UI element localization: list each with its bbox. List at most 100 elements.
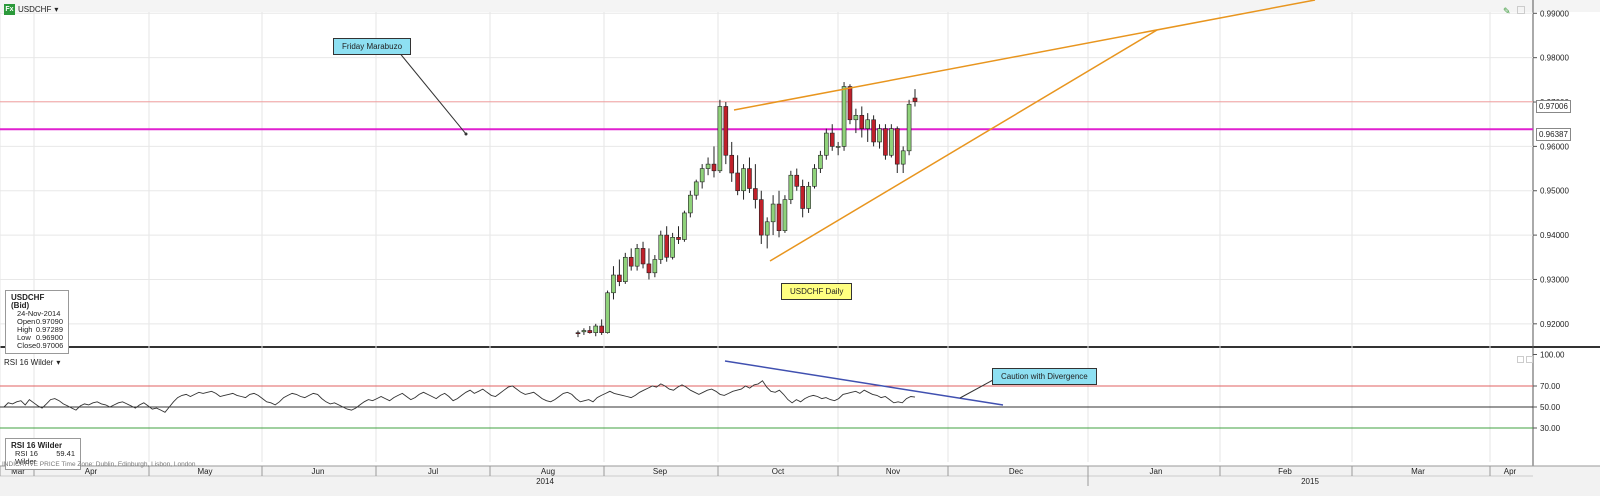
- candle-body: [664, 234, 669, 258]
- candle-body: [688, 194, 693, 214]
- candle-body: [883, 128, 888, 156]
- month-label: Apr: [85, 467, 98, 476]
- rsi-tick-label: 30.00: [1540, 424, 1561, 433]
- candle-body: [853, 115, 859, 121]
- info-date: 24-Nov-2014: [17, 309, 61, 318]
- annotation-caution[interactable]: Caution with Divergence: [992, 368, 1097, 385]
- candle-body: [877, 128, 882, 143]
- candle-body: [824, 132, 829, 156]
- candle-body: [676, 237, 681, 240]
- rsi-info-box: RSI 16 Wilder RSI 16 Wilder 59.41: [5, 438, 81, 470]
- month-label: Dec: [1009, 467, 1023, 476]
- rsi-box-title: RSI 16 Wilder: [11, 441, 63, 450]
- candle-body: [693, 181, 699, 196]
- candle-body: [593, 325, 599, 333]
- candle-body: [835, 146, 841, 148]
- price-tick-label: 0.98000: [1540, 54, 1569, 63]
- info-close-label: Close: [17, 341, 37, 350]
- candle-body: [900, 150, 906, 165]
- candle-body: [818, 154, 823, 169]
- window-control-icon[interactable]: [1526, 356, 1533, 363]
- header-bar: [0, 0, 1600, 12]
- candle-body: [723, 106, 729, 156]
- candle-body: [617, 274, 622, 282]
- candle-body: [794, 174, 800, 187]
- annotation-pointer: [397, 50, 467, 135]
- info-high-value: 0.97289: [35, 325, 63, 334]
- price-tick-label: 0.94000: [1540, 231, 1569, 240]
- chevron-down-icon[interactable]: ▾: [56, 358, 61, 367]
- month-label: Sep: [653, 467, 668, 476]
- candle-body: [741, 168, 746, 192]
- indicator-header[interactable]: RSI 16 Wilder ▾: [4, 358, 60, 367]
- rsi-box-value: 59.41: [56, 449, 75, 458]
- rsi-tick-label: 50.00: [1540, 403, 1561, 412]
- candle-body: [906, 103, 912, 152]
- month-label: Jul: [428, 467, 438, 476]
- candle-body: [628, 256, 634, 267]
- chevron-down-icon[interactable]: ▾: [54, 5, 59, 14]
- price-tick-label: 0.99000: [1540, 9, 1569, 18]
- candle-body: [859, 115, 865, 129]
- window-control-icon[interactable]: [1517, 356, 1524, 363]
- lower-trendline: [769, 29, 1158, 262]
- pencil-icon[interactable]: ✎: [1503, 6, 1511, 16]
- month-label: Mar: [1411, 467, 1425, 476]
- rsi-series-line: [3, 380, 916, 413]
- candle-body: [652, 259, 658, 274]
- candle-body: [894, 128, 900, 165]
- price-tick-label: 0.93000: [1540, 275, 1569, 284]
- price-tick-label: 0.96000: [1540, 142, 1569, 151]
- candle-body: [812, 168, 817, 187]
- month-label: Oct: [772, 467, 785, 476]
- rsi-tick-label: 70.00: [1540, 382, 1561, 391]
- month-label: Mar: [11, 467, 25, 476]
- annotation-friday-marabuzo[interactable]: Friday Marabuzo: [333, 38, 412, 55]
- caution-pointer: [959, 379, 994, 399]
- info-open-label: Open: [17, 317, 36, 326]
- candle-body: [575, 332, 581, 334]
- month-label: Jan: [1150, 467, 1163, 476]
- month-label: May: [197, 467, 212, 476]
- current-price-badge: 0.97006: [1536, 100, 1571, 113]
- fx-icon: Fx: [4, 4, 15, 15]
- candle-body: [634, 248, 640, 267]
- candle-body: [865, 119, 871, 129]
- candle-body: [747, 168, 752, 189]
- candle-body: [699, 168, 705, 183]
- candle-body: [605, 292, 610, 333]
- annotation-usdchf-daily[interactable]: USDCHF Daily: [781, 283, 853, 300]
- candle-body: [841, 86, 847, 147]
- footer-note: INDICATIVE PRICE Time Zone: Dublin, Edin…: [2, 461, 196, 468]
- candle-body: [581, 330, 587, 333]
- candle-body: [711, 163, 717, 172]
- month-label: Feb: [1278, 467, 1292, 476]
- candle-body: [889, 128, 894, 156]
- candle-body: [705, 163, 711, 169]
- candle-body: [729, 154, 735, 174]
- info-close-value: 0.97006: [36, 341, 64, 350]
- info-low-value: 0.96900: [35, 333, 63, 342]
- candle-body: [782, 199, 788, 231]
- candle-body: [622, 256, 628, 282]
- ohlc-info-box: USDCHF (Bid) 24-Nov-2014 Open 0.97090 Hig…: [5, 290, 69, 354]
- candle-body: [788, 174, 794, 200]
- candle-body: [682, 212, 687, 240]
- rsi-tick-label: 100.00: [1540, 351, 1565, 360]
- support-price-badge: 0.96387: [1536, 128, 1571, 141]
- candle-body: [670, 237, 675, 258]
- candle-body: [847, 86, 853, 121]
- info-high-label: High: [17, 325, 33, 334]
- window-control-icon[interactable]: [1517, 6, 1525, 14]
- month-label: Apr: [1504, 467, 1517, 476]
- price-tick-label: 0.95000: [1540, 187, 1569, 196]
- candle-body: [611, 274, 616, 294]
- info-title: USDCHF (Bid): [11, 293, 45, 310]
- year-label: 2014: [536, 477, 554, 486]
- info-open-value: 0.97090: [35, 317, 63, 326]
- symbol-header[interactable]: Fx USDCHF ▾: [4, 4, 58, 15]
- candle-body: [800, 186, 805, 209]
